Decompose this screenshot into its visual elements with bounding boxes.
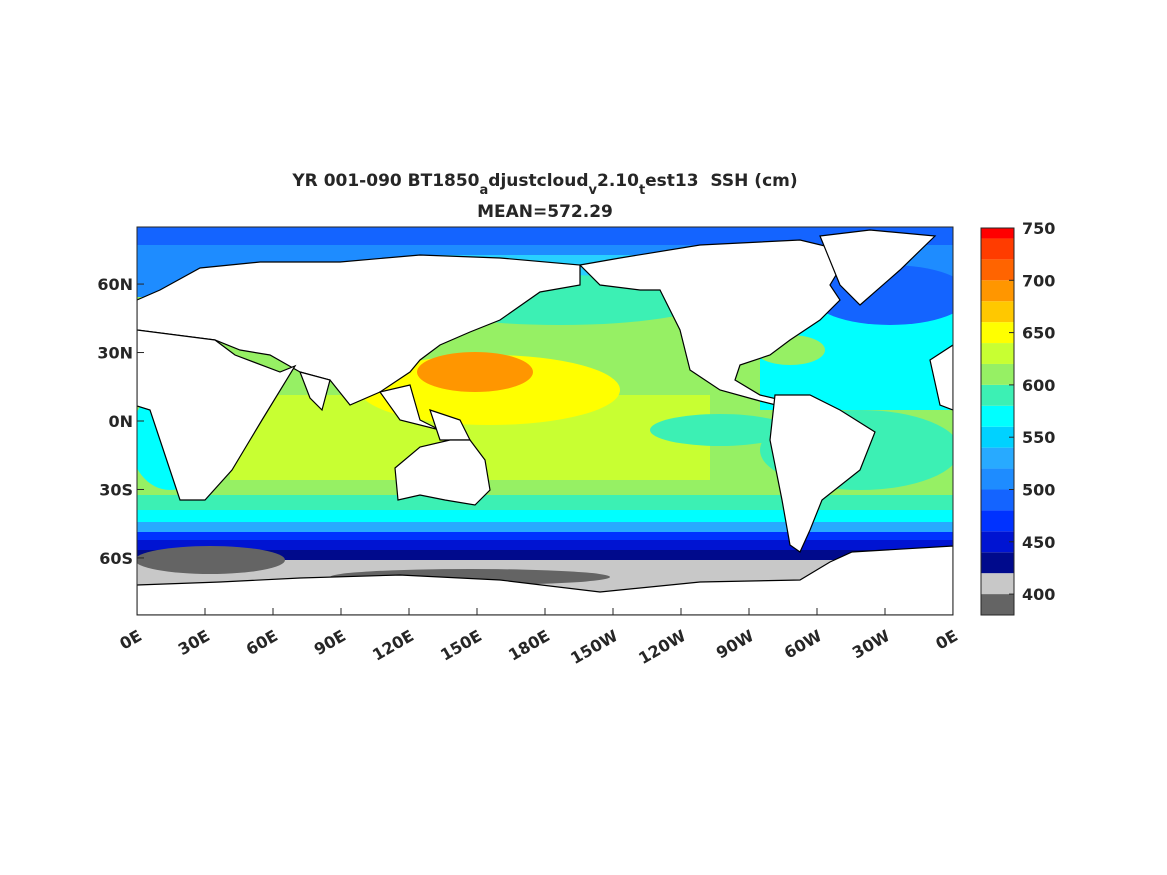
y-tick-label: 30N <box>97 344 133 363</box>
colorbar-tick-label: 750 <box>1022 219 1055 238</box>
x-tick-label: 30E <box>175 626 213 659</box>
title-part: est13 SSH (cm) <box>645 171 797 191</box>
x-tick-label: 150E <box>437 626 485 665</box>
colorbar-frame <box>980 227 1015 616</box>
colorbar-band <box>981 594 1014 615</box>
colorbar-band <box>981 259 1014 281</box>
x-tick-label: 150W <box>567 626 621 668</box>
x-tick-label: 60E <box>243 626 281 659</box>
x-tick-label: 120E <box>369 626 417 665</box>
colorbar-band <box>981 228 1014 239</box>
chart-title: YR 001-090 BT1850adjustcloudv2.10test13 … <box>291 171 797 198</box>
y-tick-label: 0N <box>108 412 133 431</box>
title-part: a <box>480 183 489 198</box>
chart-subtitle: MEAN=572.29 <box>477 202 613 222</box>
colorbar-band <box>981 510 1014 532</box>
x-tick-label: 180E <box>505 626 553 665</box>
colorbar-band <box>981 301 1014 323</box>
colorbar-tick-label: 700 <box>1022 271 1055 290</box>
x-tick-label: 30W <box>849 626 893 663</box>
x-tick-label: 120W <box>635 626 689 668</box>
title-part: djustcloud <box>488 171 588 191</box>
x-tick-label: 90W <box>713 626 757 663</box>
colorbar-band <box>981 573 1014 595</box>
colorbar-tick-label: 600 <box>1022 376 1055 395</box>
title-part: t <box>639 183 645 198</box>
colorbar-band <box>981 343 1014 364</box>
colorbar-band <box>981 489 1014 511</box>
colorbar-tick-label: 400 <box>1022 585 1055 604</box>
title-part: 2.10 <box>597 171 639 191</box>
colorbar-band <box>981 531 1014 553</box>
colorbar-tick-label: 450 <box>1022 533 1055 552</box>
x-tick-label: 0E <box>932 626 961 653</box>
x-tick-label: 60W <box>781 626 825 663</box>
colorbar-band <box>981 363 1014 385</box>
y-tick-label: 60N <box>97 275 133 294</box>
x-tick-label: 0E <box>116 626 145 653</box>
colorbar-band <box>981 426 1014 448</box>
colorbar-band <box>981 405 1014 427</box>
colorbar-band <box>981 280 1014 302</box>
title-part: v <box>589 183 598 198</box>
colorbar-band <box>981 384 1014 406</box>
colorbar-tick-label: 500 <box>1022 480 1055 499</box>
y-tick-label: 60S <box>99 549 133 568</box>
colorbar-band <box>981 322 1014 344</box>
colorbar-band <box>981 238 1014 260</box>
y-tick-label: 30S <box>99 480 133 499</box>
colorbar-band <box>981 468 1014 490</box>
colorbar: 400 450 500 550 600 650 700 750 <box>980 219 1055 616</box>
ssh-field <box>137 227 953 615</box>
title-part: YR 001-090 BT1850 <box>291 171 479 191</box>
x-tick-label: 90E <box>311 626 349 659</box>
colorbar-tick-label: 650 <box>1022 324 1055 343</box>
colorbar-band <box>981 447 1014 469</box>
colorbar-tick-label: 550 <box>1022 428 1055 447</box>
colorbar-band <box>981 552 1014 574</box>
